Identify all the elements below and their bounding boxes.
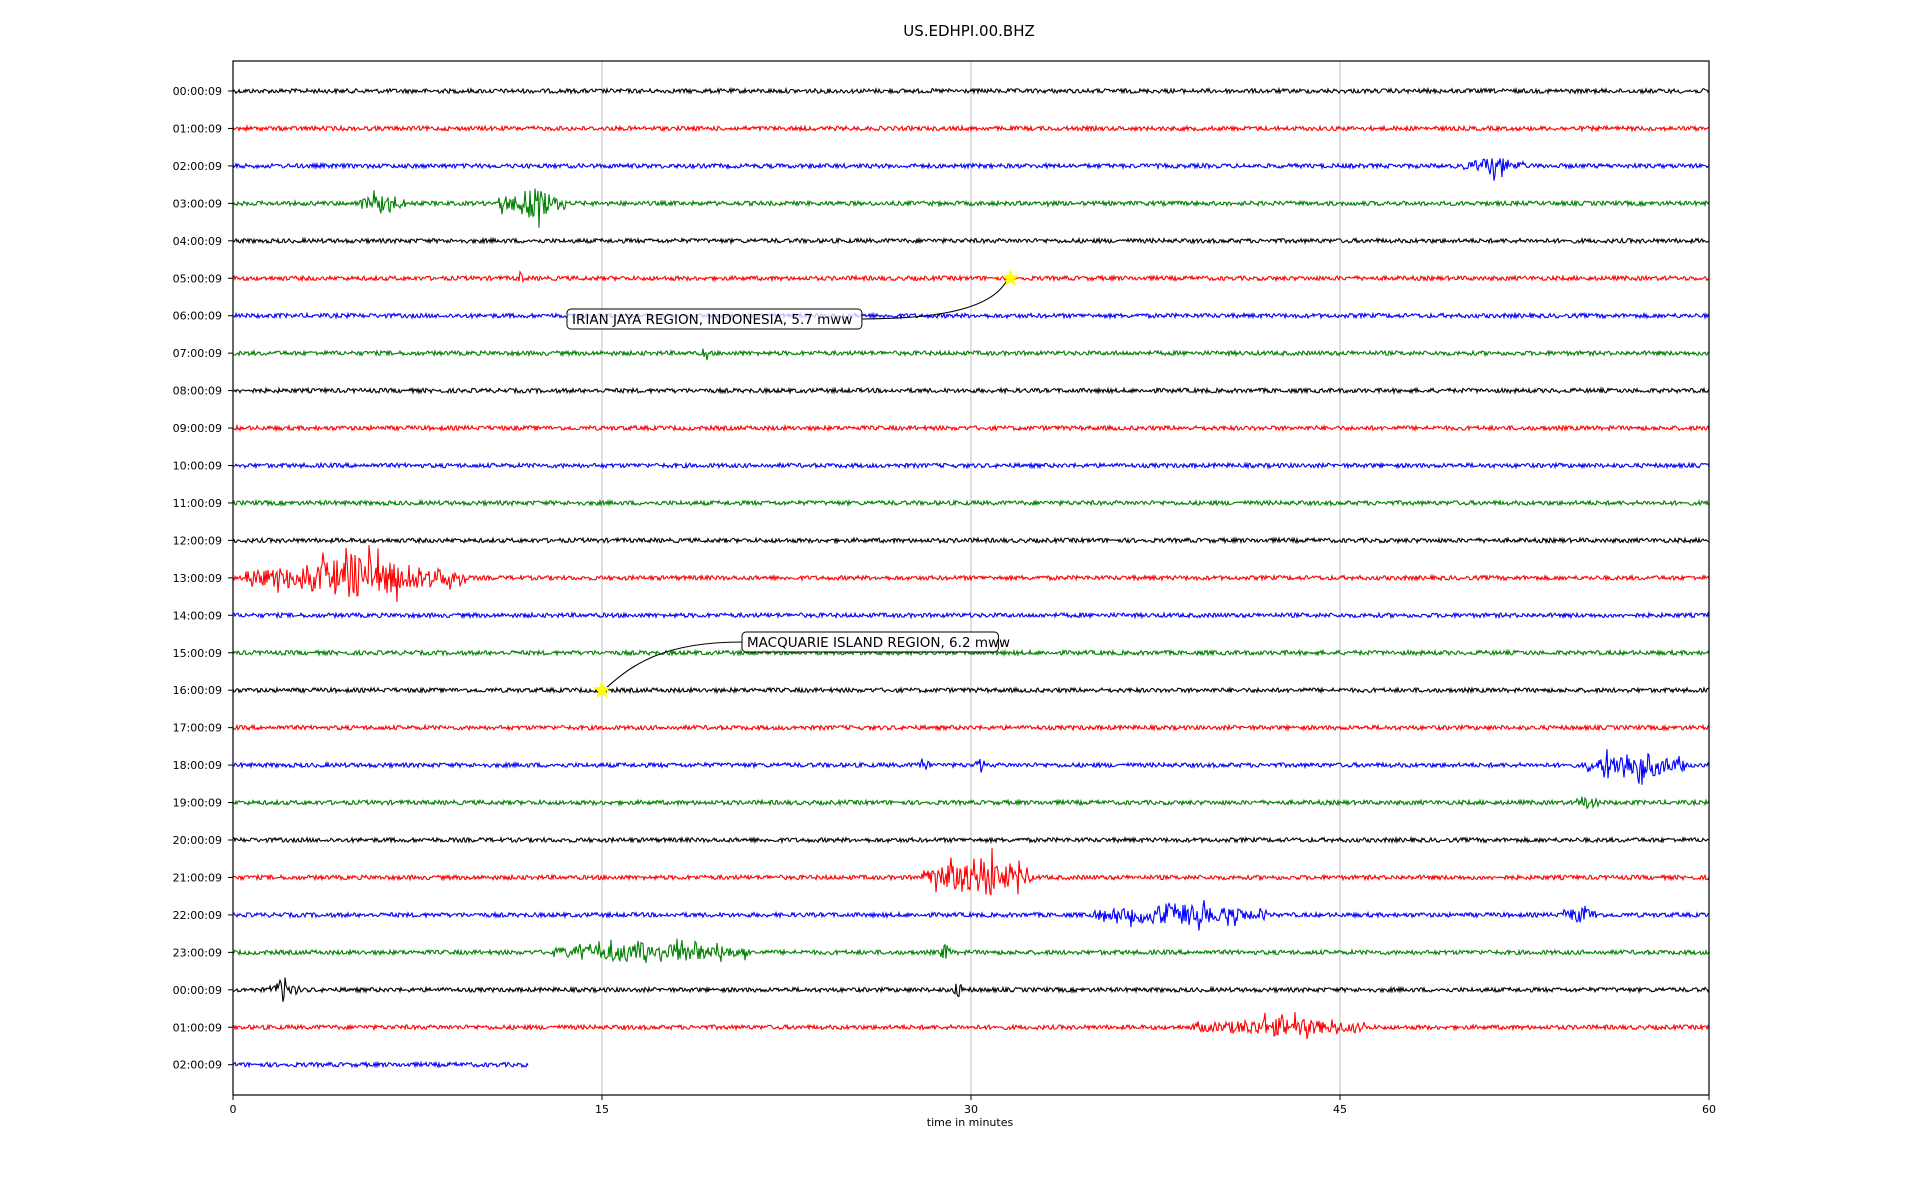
event-connector — [606, 641, 743, 688]
trace-row — [232, 835, 1710, 845]
trace-row — [232, 749, 1710, 785]
row-time-label: 07:00:09 — [173, 347, 222, 360]
x-tick-label: 45 — [1333, 1103, 1347, 1116]
trace-row — [232, 236, 1710, 246]
x-tick-label: 15 — [595, 1103, 609, 1116]
x-axis: 0 15 30 45 60 — [230, 1095, 1716, 1116]
trace-row — [232, 270, 1710, 284]
row-time-label: 21:00:09 — [173, 871, 222, 884]
chart-title: US.EDHPI.00.BHZ — [903, 22, 1035, 40]
row-time-label: 18:00:09 — [173, 759, 222, 772]
trace-row — [232, 977, 1710, 1002]
trace-row — [232, 311, 1710, 321]
row-time-label: 19:00:09 — [173, 797, 222, 810]
trace-row — [232, 685, 1710, 695]
trace-row — [232, 1012, 1710, 1040]
x-tick-label: 60 — [1702, 1103, 1716, 1116]
row-time-label: 22:00:09 — [173, 909, 222, 922]
row-time-label: 00:00:09 — [173, 85, 222, 98]
row-time-label: 17:00:09 — [173, 722, 222, 735]
row-time-label: 01:00:09 — [173, 122, 222, 135]
trace-row — [232, 461, 1710, 470]
row-time-label: 02:00:09 — [173, 1059, 222, 1072]
row-time-label: 20:00:09 — [173, 834, 222, 847]
event-star-marker — [593, 680, 611, 698]
row-time-label: 00:00:09 — [173, 984, 222, 997]
x-axis-label: time in minutes — [927, 1116, 1014, 1129]
x-tick-label: 0 — [230, 1103, 237, 1116]
row-time-label: 14:00:09 — [173, 609, 222, 622]
trace-row — [232, 648, 1710, 658]
trace-row — [232, 796, 1710, 810]
trace-row — [232, 423, 1710, 433]
trace-row — [232, 938, 1710, 963]
event-connector — [861, 280, 1007, 320]
event-label-box — [566, 308, 863, 330]
row-time-label: 04:00:09 — [173, 235, 222, 248]
row-time-label: 03:00:09 — [173, 197, 222, 210]
trace-row — [232, 847, 1710, 896]
event-label: MACQUARIE ISLAND REGION, 6.2 mww — [747, 635, 1010, 651]
x-tick-label: 30 — [964, 1103, 978, 1116]
row-time-label: 10:00:09 — [173, 460, 222, 473]
row-time-label: 16:00:09 — [173, 684, 222, 697]
event-star-marker — [1001, 268, 1020, 286]
trace-row — [232, 386, 1710, 395]
event-label: IRIAN JAYA REGION, INDONESIA, 5.7 mww — [572, 312, 852, 328]
row-time-label: 02:00:09 — [173, 160, 222, 173]
row-time-label: 01:00:09 — [173, 1021, 222, 1034]
trace-row — [232, 86, 1710, 96]
trace-row — [232, 124, 1710, 133]
trace-row — [232, 1060, 529, 1069]
trace-row — [232, 611, 1710, 620]
row-time-label: 15:00:09 — [173, 647, 222, 660]
trace-row — [232, 188, 1710, 228]
row-time-label: 08:00:09 — [173, 385, 222, 398]
row-time-label: 12:00:09 — [173, 534, 222, 547]
trace-row — [232, 498, 1710, 508]
trace-row — [232, 723, 1710, 732]
row-time-label: 13:00:09 — [173, 572, 222, 585]
trace-row — [232, 900, 1710, 931]
row-time-label: 05:00:09 — [173, 272, 222, 285]
trace-row — [232, 158, 1710, 181]
row-time-label: 23:00:09 — [173, 946, 222, 959]
row-time-label: 11:00:09 — [173, 497, 222, 510]
row-labels: 00:00:09 01:00:09 02:00:09 03:00:09 04:00:09… — [173, 85, 233, 1072]
row-time-label: 09:00:09 — [173, 422, 222, 435]
event-annotations: IRIAN JAYA REGION, INDONESIA, 5.7 mww MAC… — [566, 268, 1020, 698]
trace-row — [232, 348, 1710, 361]
event-label-box — [741, 631, 999, 653]
row-time-label: 06:00:09 — [173, 310, 222, 323]
trace-row — [232, 545, 1710, 603]
seismic-traces — [232, 86, 1710, 1069]
trace-row — [232, 536, 1710, 545]
